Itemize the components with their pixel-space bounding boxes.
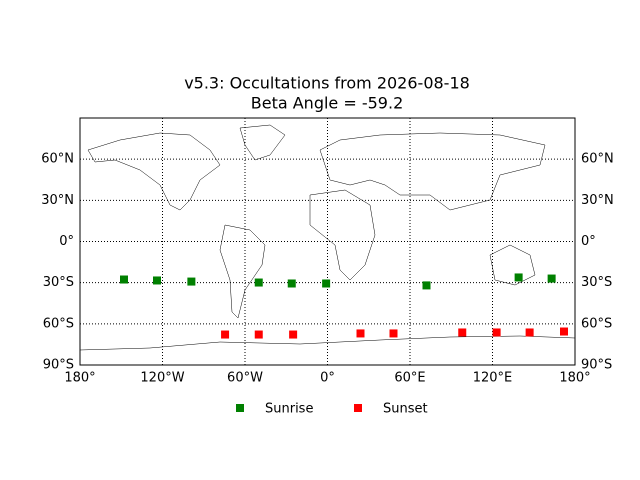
chart-subtitle: Beta Angle = -59.2 bbox=[251, 94, 404, 113]
map-frame bbox=[79, 117, 576, 366]
marker bbox=[560, 327, 568, 336]
x-tick-label: 0° bbox=[320, 371, 335, 386]
coastlines bbox=[79, 124, 576, 351]
marker bbox=[525, 328, 534, 337]
x-tick-label: 60°W bbox=[227, 371, 263, 386]
marker bbox=[153, 276, 161, 285]
y-tick-label: 60°N bbox=[41, 152, 74, 167]
y-tick-label: 30°S bbox=[43, 275, 74, 290]
marker bbox=[389, 329, 398, 338]
y-tick-label-right: 90°S bbox=[581, 358, 612, 373]
marker bbox=[514, 273, 523, 282]
marker bbox=[458, 328, 467, 337]
marker bbox=[254, 278, 263, 287]
y-tick-label-right: 30°N bbox=[581, 193, 614, 208]
x-tick-label: 60°E bbox=[394, 371, 425, 386]
x-tick-label: 120°W bbox=[140, 371, 184, 386]
x-tick-label: 120°E bbox=[473, 371, 513, 386]
marker bbox=[547, 274, 556, 283]
y-tick-label-right: 30°S bbox=[581, 275, 612, 290]
x-tick-label: 180° bbox=[559, 371, 590, 386]
marker bbox=[287, 279, 296, 288]
marker bbox=[187, 277, 196, 286]
marker bbox=[254, 330, 263, 339]
y-tick-label: 60°S bbox=[43, 316, 74, 331]
legend-label: Sunrise bbox=[265, 402, 313, 417]
marker bbox=[120, 275, 128, 284]
legend-swatch bbox=[354, 404, 362, 412]
marker bbox=[289, 330, 298, 339]
y-tick-label: 0° bbox=[59, 234, 74, 249]
marks bbox=[120, 273, 568, 339]
grid bbox=[80, 118, 575, 365]
y-tick-label: 30°N bbox=[41, 193, 74, 208]
chart-title: v5.3: Occultations from 2026-08-18 bbox=[184, 74, 470, 93]
marker bbox=[492, 328, 501, 337]
marker bbox=[322, 279, 331, 288]
x-tick-label: 180° bbox=[64, 371, 95, 386]
legend-swatch bbox=[236, 404, 244, 412]
y-tick-label-right: 60°N bbox=[581, 152, 614, 167]
marker bbox=[221, 330, 230, 339]
y-tick-label: 90°S bbox=[43, 358, 74, 373]
y-tick-label-right: 60°S bbox=[581, 316, 612, 331]
marker bbox=[356, 329, 365, 338]
marker bbox=[422, 281, 431, 290]
y-tick-label-right: 0° bbox=[581, 234, 596, 249]
legend-label: Sunset bbox=[383, 402, 428, 417]
